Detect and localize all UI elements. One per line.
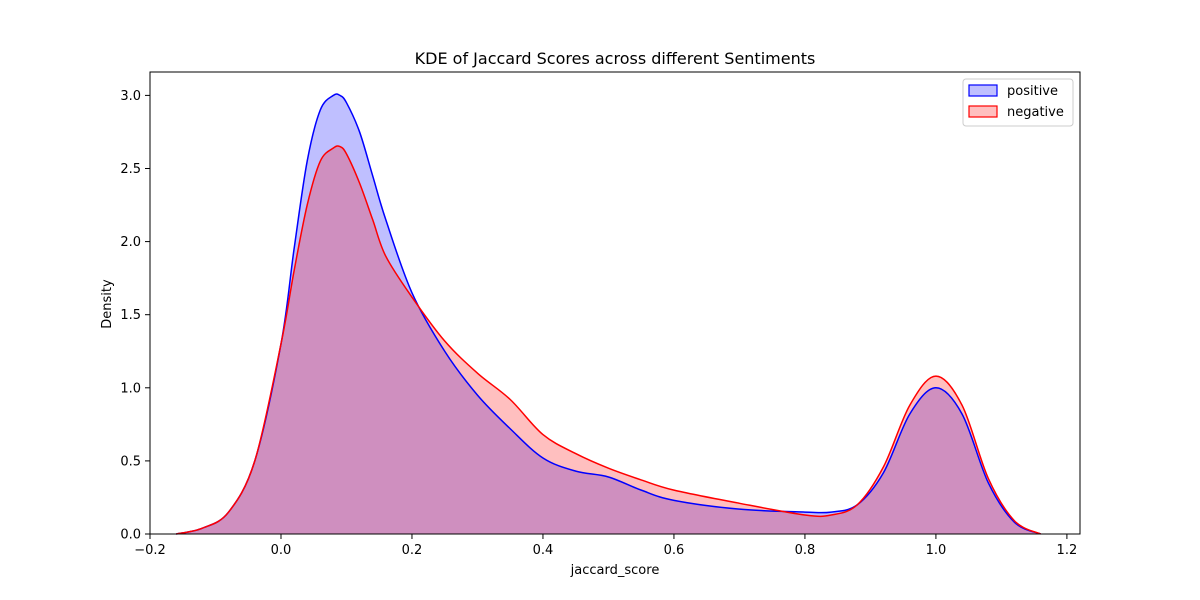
legend-label-positive: positive — [1007, 84, 1058, 99]
legend-box — [962, 78, 1074, 127]
y-tick-label: 3.0 — [120, 89, 141, 104]
axes: −0.2 0.0 0.2 0.4 0.6 0.8 1.0 1.20.00.51.01.52.0… — [120, 71, 1081, 558]
y-tick-label: 1.5 — [120, 308, 141, 323]
y-tick-label: 0.5 — [120, 454, 141, 469]
area-negative — [176, 145, 1041, 535]
x-tick-label: 1.2 — [1057, 543, 1078, 558]
x-tick-label: 1.0 — [926, 543, 947, 558]
y-tick-label: 0.0 — [120, 528, 141, 543]
x-tick-label: 0.6 — [664, 543, 685, 558]
x-tick-label: 0.8 — [795, 543, 816, 558]
x-axis-label: jaccard_score — [570, 563, 660, 578]
legend: positive negative — [962, 78, 1074, 127]
x-tick-label: 0.2 — [402, 543, 423, 558]
chart-title: KDE of Jaccard Scores across different S… — [415, 49, 816, 68]
x-tick-label: −0.2 — [134, 543, 166, 558]
y-tick-label: 2.0 — [120, 235, 141, 250]
x-tick-label: 0.4 — [533, 543, 554, 558]
line-negative — [176, 145, 1042, 535]
x-tick-label: 0.0 — [271, 543, 292, 558]
y-axis-label: Density — [100, 279, 115, 329]
legend-swatch-positive — [968, 84, 998, 97]
y-tick-label: 2.5 — [120, 162, 141, 177]
plot-frame — [149, 71, 1081, 535]
y-tick-label: 1.0 — [120, 381, 141, 396]
legend-label-negative: negative — [1007, 105, 1064, 120]
area-positive — [176, 93, 1041, 535]
line-positive — [176, 93, 1042, 535]
legend-swatch-negative — [968, 105, 998, 118]
plot-area — [176, 93, 1042, 535]
